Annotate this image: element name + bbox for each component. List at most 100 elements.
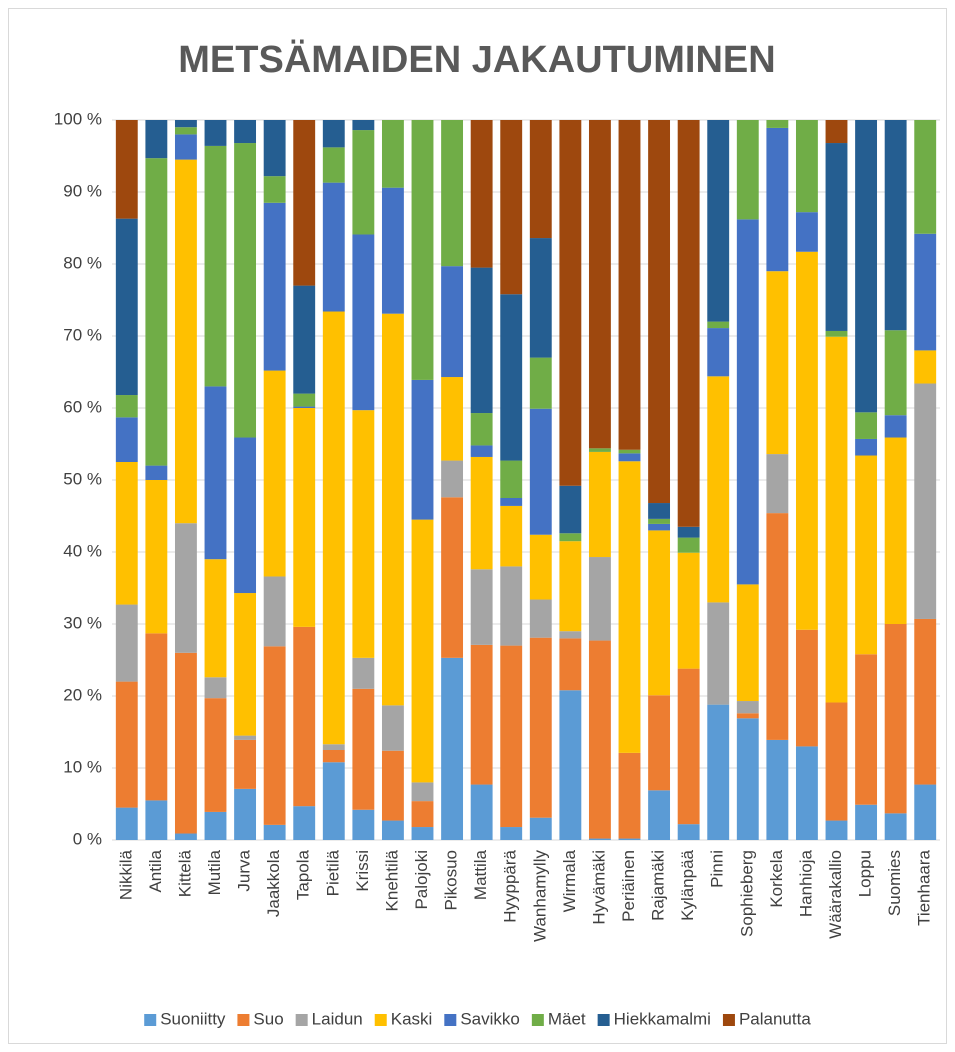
bar-segment — [204, 677, 227, 699]
legend-swatch — [237, 1014, 250, 1026]
x-tick-label: Antila — [146, 849, 165, 892]
bar-segment — [441, 120, 464, 267]
bar-segment — [293, 285, 316, 394]
bar-segment — [352, 234, 375, 411]
bar-segment — [322, 182, 345, 312]
bar-segment — [293, 806, 316, 840]
y-tick-label: 20 % — [63, 685, 102, 704]
bar-segment — [411, 801, 434, 828]
x-tick-label: Hyyppärä — [501, 849, 520, 922]
bar-segment — [470, 413, 493, 446]
bar-segment — [914, 120, 937, 234]
bar-segment — [411, 782, 434, 802]
bar-segment — [352, 130, 375, 235]
y-tick-label: 70 % — [63, 325, 102, 344]
bar-segment — [145, 480, 168, 634]
bar-segment — [559, 541, 582, 632]
y-tick-label: 60 % — [63, 397, 102, 416]
legend-label: Kaski — [391, 1009, 433, 1028]
bar-segment — [795, 251, 818, 630]
bar-segment — [795, 629, 818, 747]
bar-segment — [263, 176, 286, 203]
x-tick-label: Hyvämäki — [589, 850, 608, 925]
bar-segment — [914, 350, 937, 384]
bar-segment — [707, 376, 730, 603]
bar-segment — [914, 383, 937, 619]
bar-segment — [884, 415, 907, 438]
bar-segment — [736, 701, 759, 714]
y-tick-label: 50 % — [63, 469, 102, 488]
bar-segment — [263, 646, 286, 825]
bar-segment — [263, 370, 286, 577]
bar-segment — [500, 645, 523, 828]
bar-segment — [204, 811, 227, 840]
bar-segment — [204, 386, 227, 560]
bar-segment — [677, 824, 700, 840]
y-tick-label: 90 % — [63, 181, 102, 200]
bar-segment — [145, 120, 168, 159]
y-tick-label: 80 % — [63, 253, 102, 272]
bar-segment — [766, 739, 789, 840]
legend-swatch — [144, 1014, 157, 1026]
bar-segment — [115, 604, 138, 682]
bar-segment — [293, 120, 316, 286]
bar-segment — [559, 485, 582, 534]
legend-swatch — [374, 1014, 387, 1026]
bar-segment — [500, 294, 523, 461]
bar-segment — [470, 784, 493, 840]
legend-swatch — [295, 1014, 308, 1026]
bar-segment — [648, 503, 671, 519]
legend-label: Suoniitty — [160, 1009, 226, 1028]
x-tick-label: Loppu — [856, 850, 875, 897]
bar-segment — [884, 624, 907, 814]
legend-swatch — [531, 1014, 544, 1026]
bar-segment — [381, 705, 404, 751]
bar-segment — [677, 120, 700, 527]
chart-title: METSÄMAIDEN JAKAUTUMINEN — [178, 38, 775, 81]
bar-segment — [204, 559, 227, 678]
bar-segment — [677, 537, 700, 553]
bar-segment — [174, 159, 197, 524]
bar-segment — [825, 330, 848, 337]
bar-segment — [588, 451, 611, 558]
bar-segment — [293, 393, 316, 407]
bar-segment — [115, 120, 138, 219]
bar-segment — [145, 800, 168, 840]
x-tick-label: Jaakkola — [264, 849, 283, 917]
bar-segment — [234, 739, 257, 789]
x-tick-label: Wäärakallio — [826, 850, 845, 939]
x-tick-label: Rajamäki — [649, 850, 668, 921]
y-tick-label: 100 % — [54, 109, 102, 128]
bar-segment — [559, 690, 582, 840]
bar-segment — [263, 120, 286, 177]
bar-segment — [707, 328, 730, 377]
bar-segment — [234, 437, 257, 594]
bar-segment — [855, 412, 878, 439]
bar-segment — [145, 633, 168, 801]
bar-segment — [529, 817, 552, 840]
bar-segment — [855, 455, 878, 655]
bar-segment — [529, 637, 552, 818]
bar-segment — [470, 644, 493, 785]
x-tick-label: Jurva — [235, 849, 254, 891]
legend-label: Palanutta — [739, 1009, 811, 1028]
bar-segment — [648, 518, 671, 524]
bar-segment — [234, 593, 257, 736]
bar-segment — [145, 465, 168, 480]
bar-segment — [322, 311, 345, 745]
bar-segment — [618, 752, 641, 839]
bar-segment — [588, 557, 611, 641]
bar-segment — [352, 809, 375, 840]
bar-segment — [293, 406, 316, 408]
bar-segment — [884, 437, 907, 624]
bar-segment — [115, 218, 138, 396]
bar-segment — [411, 379, 434, 520]
bar-segment — [855, 120, 878, 413]
x-tick-label: Kylänpää — [678, 849, 697, 920]
bar-segment — [677, 526, 700, 538]
bar-segment — [174, 652, 197, 834]
bar-segment — [529, 599, 552, 638]
bar-segment — [618, 838, 641, 840]
bar-segment — [648, 120, 671, 504]
bar-segment — [825, 120, 848, 144]
